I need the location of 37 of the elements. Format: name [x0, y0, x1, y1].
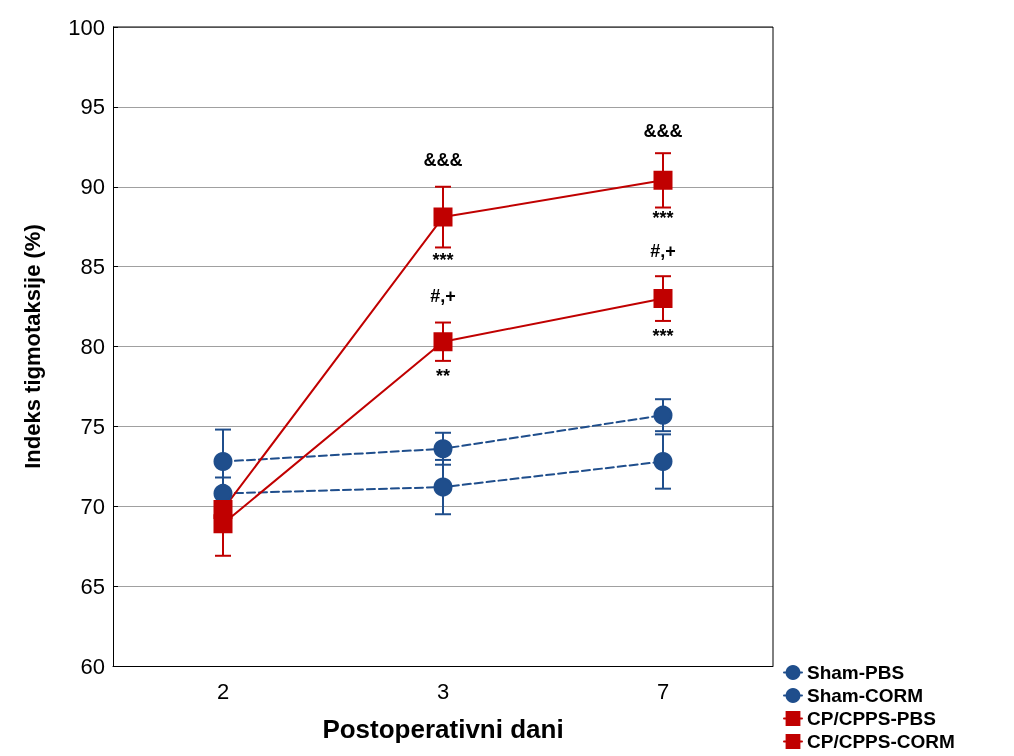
annotation: ** — [435, 365, 451, 386]
annotation: &&& — [423, 150, 463, 171]
y-tick-label: 70 — [80, 493, 105, 519]
y-tick-label: 60 — [80, 653, 105, 679]
point — [213, 452, 233, 472]
y-tick-label: 85 — [80, 254, 105, 280]
annotation: *** — [432, 250, 454, 271]
annotation: &&& — [643, 121, 683, 142]
annotation: #,+ — [430, 285, 456, 306]
point — [433, 439, 453, 459]
y-tick-label: 75 — [80, 413, 105, 439]
point — [433, 332, 453, 352]
legend-label: CP/CPPS-CORM — [807, 731, 955, 752]
legend-label: CP/CPPS-PBS — [807, 708, 936, 729]
annotation: *** — [652, 208, 674, 229]
y-tick-label: 90 — [80, 174, 105, 200]
y-tick-label: 95 — [80, 94, 105, 120]
x-tick-label: 7 — [656, 678, 670, 704]
annotation: #,+ — [650, 240, 676, 261]
point — [653, 289, 673, 309]
x-axis-title: Postoperativni dani — [322, 714, 564, 744]
x-tick-label: 2 — [216, 678, 230, 704]
annotation: *** — [652, 325, 674, 346]
y-axis-title: Indeks tigmotaksije (%) — [19, 224, 45, 469]
point — [653, 405, 673, 425]
point — [433, 477, 453, 497]
point — [433, 207, 453, 227]
y-tick-label: 100 — [68, 14, 105, 40]
y-tick-label: 80 — [80, 334, 105, 359]
point — [213, 514, 233, 534]
y-tick-label: 65 — [80, 573, 105, 599]
point — [653, 452, 673, 472]
legend-label: Sham-CORM — [807, 685, 924, 706]
legend-label: Sham-PBS — [807, 662, 905, 683]
point — [653, 170, 673, 190]
x-tick-label: 3 — [436, 678, 450, 704]
point — [213, 483, 233, 503]
